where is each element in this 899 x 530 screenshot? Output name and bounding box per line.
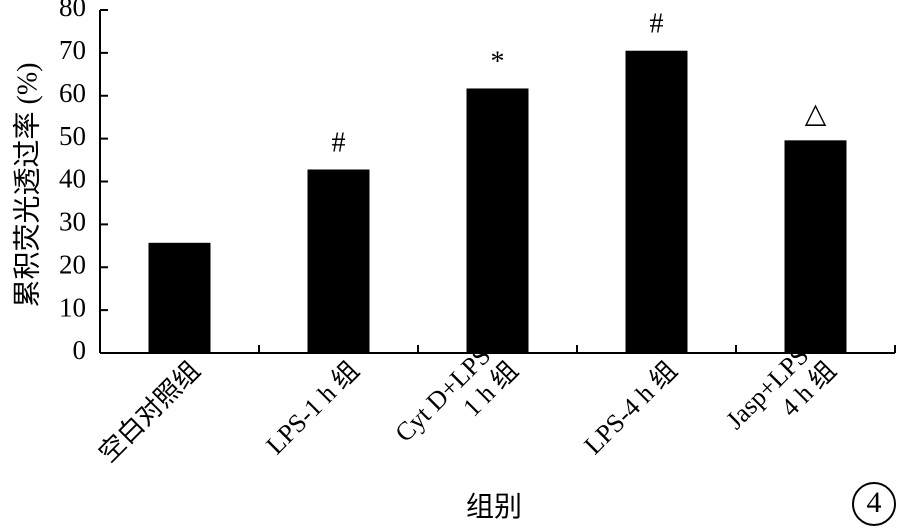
category-label: LPS-4 h 组: [578, 356, 682, 460]
y-tick-label: 40: [59, 164, 86, 194]
bar: [625, 50, 688, 353]
y-tick-label: 50: [59, 121, 86, 151]
category-label: 空白对照组: [93, 356, 205, 468]
category-labels: 空白对照组 LPS-1 h 组 Cyt D+LPS-1 h 组 LPS-4 h 组 Ja…: [93, 335, 841, 469]
category-label-line: LPS-4 h 组: [578, 356, 682, 460]
y-tick-label: 20: [59, 249, 86, 279]
y-axis: 0 10 20 30 40 50 60 70 80: [59, 0, 108, 365]
bar: [148, 242, 211, 353]
y-tick-label: 10: [59, 292, 86, 322]
y-tick-label: 70: [59, 35, 86, 65]
significance-mark: #: [332, 127, 346, 158]
y-axis-title: 累积荧光透过率 (%): [11, 63, 43, 308]
bar: [466, 88, 529, 354]
figure-badge-circle: [852, 482, 896, 526]
y-tick-label: 80: [59, 0, 86, 22]
y-tick-label: 0: [73, 335, 87, 365]
significance-marks: # * # △: [332, 9, 827, 159]
x-axis-title: 组别: [466, 491, 522, 523]
figure-badge-number: 4: [867, 486, 882, 519]
figure-badge: 4: [852, 482, 896, 526]
bars: [148, 50, 847, 354]
y-tick-label: 30: [59, 207, 86, 237]
category-label: Cyt D+LPS-1 h 组: [389, 335, 523, 469]
bar: [784, 140, 847, 353]
category-label-line: LPS-1 h 组: [260, 356, 364, 460]
category-label: LPS-1 h 组: [260, 356, 364, 460]
significance-mark: #: [650, 9, 664, 40]
bar: [307, 169, 370, 353]
significance-mark: *: [491, 46, 505, 77]
significance-mark: △: [805, 98, 827, 129]
y-tick-label: 60: [59, 78, 86, 108]
category-label-line: 空白对照组: [93, 356, 205, 468]
